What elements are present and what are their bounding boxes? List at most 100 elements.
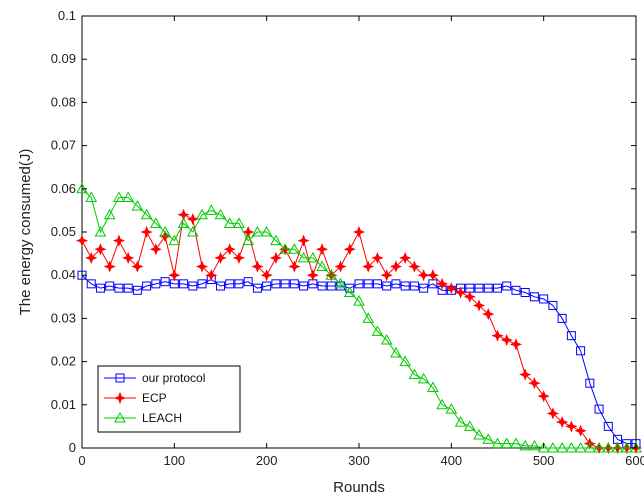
data-point-leach [556,441,568,453]
data-point-ecp [131,260,144,273]
data-point-leach [482,433,495,444]
legend-label: LEACH [142,411,182,425]
data-point-ecp [269,251,282,265]
data-point-leach [473,429,485,440]
data-point-leach [390,346,402,358]
data-point-ecp [232,251,246,265]
data-point-leach [417,372,430,384]
data-point-our-protocol [483,283,493,293]
data-point-our-protocol [86,279,96,289]
legend-swatch-marker [114,411,126,423]
data-point-ecp [112,234,126,247]
y-tick-label: 0.03 [51,310,76,325]
data-point-leach [242,234,255,246]
data-point-our-protocol [603,421,613,431]
ticks-layer: 0 100 200 300 400 500 600 0 0.01 0.02 0.03 0.04 0.05… [51,8,644,468]
legend-swatch-marker [113,391,127,405]
data-point-our-protocol [493,283,502,293]
data-point-leach [583,441,596,453]
legend-swatch-marker [115,373,125,383]
data-point-ecp [491,329,504,342]
legend-entry-leach: LEACH [104,411,182,425]
y-tick-label: 0.09 [51,51,76,66]
data-point-leach [445,403,458,414]
data-point-leach [122,191,135,202]
data-point-ecp [251,260,264,273]
data-point-leach [519,439,532,451]
data-point-ecp [205,269,218,282]
data-point-ecp [75,234,89,247]
data-point-ecp [214,251,227,265]
data-point-ecp [149,243,162,256]
data-point-ecp [463,290,476,303]
data-point-our-protocol [142,281,152,291]
data-point-leach [150,217,162,228]
data-point-leach [233,217,245,228]
data-point-our-protocol [262,281,272,291]
data-point-our-protocol [400,281,410,291]
data-point-leach [436,398,448,410]
data-point-leach [371,325,384,336]
data-point-ecp [186,212,199,226]
data-point-our-protocol [511,285,521,295]
data-point-our-protocol [160,277,170,287]
data-point-our-protocol [566,331,576,341]
data-point-leach [454,416,467,427]
data-point-ecp [380,269,393,282]
data-point-our-protocol [391,279,401,289]
data-point-our-protocol [594,404,604,414]
legend: our protocol ECP LEACH [97,365,241,433]
data-point-leach [159,225,171,237]
legend-label: our protocol [142,371,205,385]
y-axis-title: The energy consumed(J) [17,149,34,316]
data-point-our-protocol [234,279,244,289]
data-point-our-protocol [326,281,336,291]
data-point-leach [325,269,338,280]
data-point-ecp [140,225,153,239]
x-tick-label: 500 [533,453,555,468]
data-point-our-protocol [539,294,549,304]
data-point-leach [528,439,541,451]
data-point-leach [427,381,439,393]
data-point-leach [565,441,578,453]
data-point-ecp [519,368,532,381]
data-point-leach [251,225,264,237]
data-point-our-protocol [216,281,225,291]
data-point-our-protocol [179,279,189,289]
data-point-ecp [482,307,495,321]
data-point-ecp [556,415,569,429]
data-point-ecp [408,260,421,273]
data-point-leach [223,217,236,228]
data-point-our-protocol [151,279,161,289]
data-point-ecp [436,277,449,290]
data-point-leach [408,368,421,380]
data-point-ecp [94,243,107,256]
data-point-our-protocol [132,285,142,295]
data-point-leach [380,333,393,345]
data-point-leach [547,441,559,453]
series-ecp [75,208,643,455]
data-point-our-protocol [474,283,484,293]
data-point-ecp [122,251,135,265]
data-point-leach [537,441,550,453]
data-point-leach [343,286,356,297]
data-point-our-protocol [409,281,419,291]
data-point-leach [316,260,328,272]
data-point-leach [500,437,513,449]
data-point-ecp [399,251,412,265]
data-point-leach [94,225,107,237]
x-axis-title: Rounds [333,479,385,496]
data-point-leach [196,208,208,220]
data-point-leach [463,420,476,431]
y-tick-label: 0.07 [51,138,76,153]
data-point-leach [334,277,347,289]
data-point-ecp [537,390,550,403]
data-point-ecp [454,286,467,299]
y-tick-label: 0.06 [51,181,76,196]
data-point-our-protocol [188,281,198,291]
x-tick-label: 400 [440,453,462,468]
data-point-leach [279,243,291,254]
data-point-ecp [472,299,486,312]
data-point-leach [620,441,633,453]
data-point-leach [362,312,375,323]
